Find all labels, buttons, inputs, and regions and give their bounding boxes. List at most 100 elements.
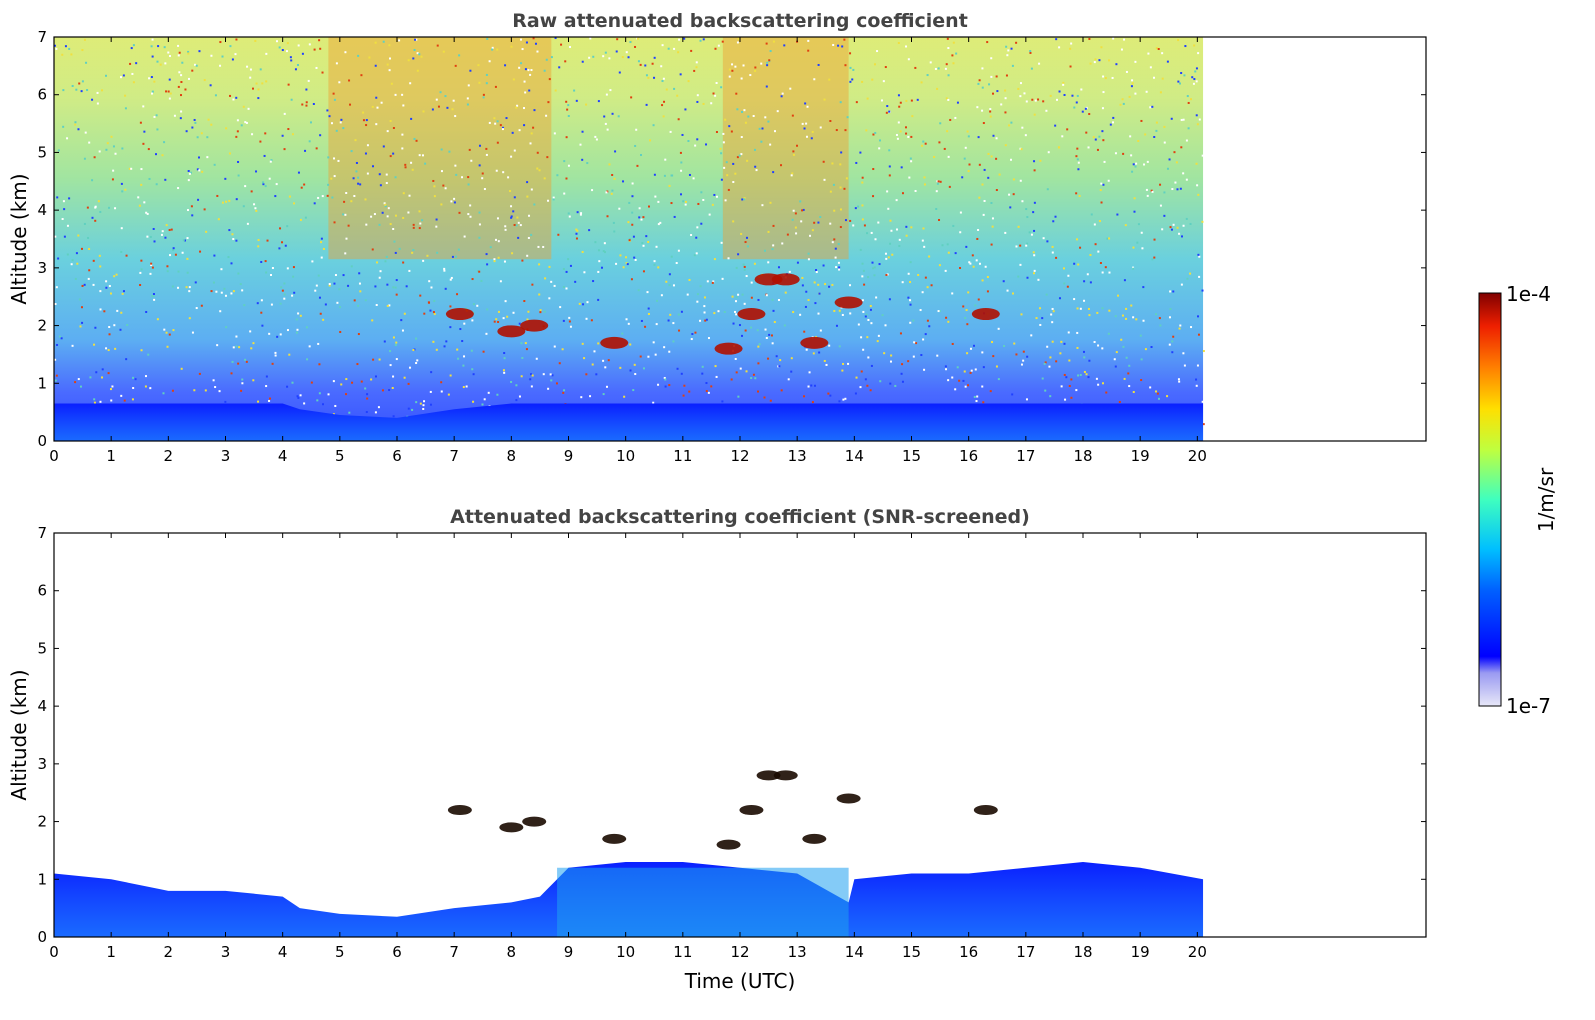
noise-speckle [1117,294,1120,297]
noise-speckle [497,310,500,313]
noise-speckle [712,92,715,95]
noise-speckle [1149,106,1152,109]
noise-speckle [225,200,228,203]
noise-speckle [663,100,666,103]
noise-speckle [185,130,188,133]
noise-speckle [975,259,978,262]
noise-speckle [188,286,191,289]
y-tick-label: 6 [37,582,47,600]
noise-speckle [80,247,83,250]
noise-speckle [384,260,387,263]
noise-speckle [731,295,734,298]
noise-speckle [449,374,452,377]
noise-speckle [108,333,111,336]
noise-speckle [152,227,155,230]
noise-speckle [857,323,860,326]
colorbar-max-label: 1e-4 [1506,282,1551,306]
noise-speckle [995,189,998,192]
noise-speckle [835,324,838,327]
noise-speckle [293,202,296,205]
noise-speckle [74,121,77,124]
noise-speckle [703,311,706,314]
noise-speckle [1158,317,1161,320]
noise-speckle [1025,398,1028,401]
noise-speckle [194,121,197,124]
noise-speckle [735,371,738,374]
noise-speckle [1150,346,1153,349]
noise-speckle [255,82,258,85]
noise-speckle [861,80,864,83]
noise-speckle [712,280,715,283]
noise-speckle [339,306,342,309]
noise-speckle [1068,359,1071,362]
noise-speckle [917,274,920,277]
noise-speckle [1098,220,1101,223]
noise-speckle [345,393,348,396]
noise-speckle [275,183,278,186]
noise-speckle [754,165,757,168]
noise-speckle [71,259,74,262]
noise-speckle [462,364,465,367]
noise-speckle [1085,373,1088,376]
noise-speckle [621,332,624,335]
noise-speckle [206,136,209,139]
noise-speckle [803,127,806,130]
noise-speckle [335,62,338,65]
noise-speckle [684,108,687,111]
noise-speckle [602,393,605,396]
noise-speckle [259,68,262,71]
noise-speckle [234,53,237,56]
noise-speckle [884,66,887,69]
noise-speckle [454,115,457,118]
noise-speckle [930,284,933,287]
noise-speckle [767,230,770,233]
noise-speckle [149,387,152,390]
noise-speckle [378,276,381,279]
x-tick-label: 8 [507,943,517,961]
noise-speckle [210,290,213,293]
noise-speckle [1098,135,1101,138]
noise-speckle [935,207,938,210]
noise-speckle [924,333,927,336]
noise-speckle [552,198,555,201]
noise-speckle [1044,361,1047,364]
noise-speckle [638,207,641,210]
noise-speckle [1030,334,1033,337]
noise-speckle [1153,76,1156,79]
noise-speckle [124,188,127,191]
noise-speckle [715,82,718,85]
noise-speckle [1075,155,1078,158]
noise-speckle [1077,374,1080,377]
noise-speckle [1120,48,1123,51]
noise-speckle [443,269,446,272]
noise-speckle [388,44,391,47]
noise-speckle [274,354,277,357]
noise-speckle [603,251,606,254]
noise-speckle [562,285,565,288]
noise-speckle [657,223,660,226]
noise-speckle [998,173,1001,176]
noise-speckle [419,402,422,405]
noise-speckle [219,41,222,44]
noise-speckle [137,196,140,199]
noise-speckle [228,199,231,202]
noise-speckle [527,310,530,313]
noise-speckle [644,325,647,328]
noise-speckle [1196,364,1199,367]
noise-speckle [487,391,490,394]
noise-speckle [1178,380,1181,383]
noise-speckle [253,203,256,206]
noise-speckle [140,183,143,186]
noise-speckle [1021,200,1024,203]
noise-speckle [506,315,509,318]
noise-speckle [387,207,390,210]
noise-speckle [318,296,321,299]
noise-speckle [1201,289,1204,292]
noise-speckle [132,81,135,84]
noise-speckle [645,74,648,77]
noise-speckle [435,225,438,228]
noise-speckle [936,87,939,90]
noise-speckle [959,266,962,269]
noise-speckle [443,267,446,270]
noise-speckle [1100,46,1103,49]
